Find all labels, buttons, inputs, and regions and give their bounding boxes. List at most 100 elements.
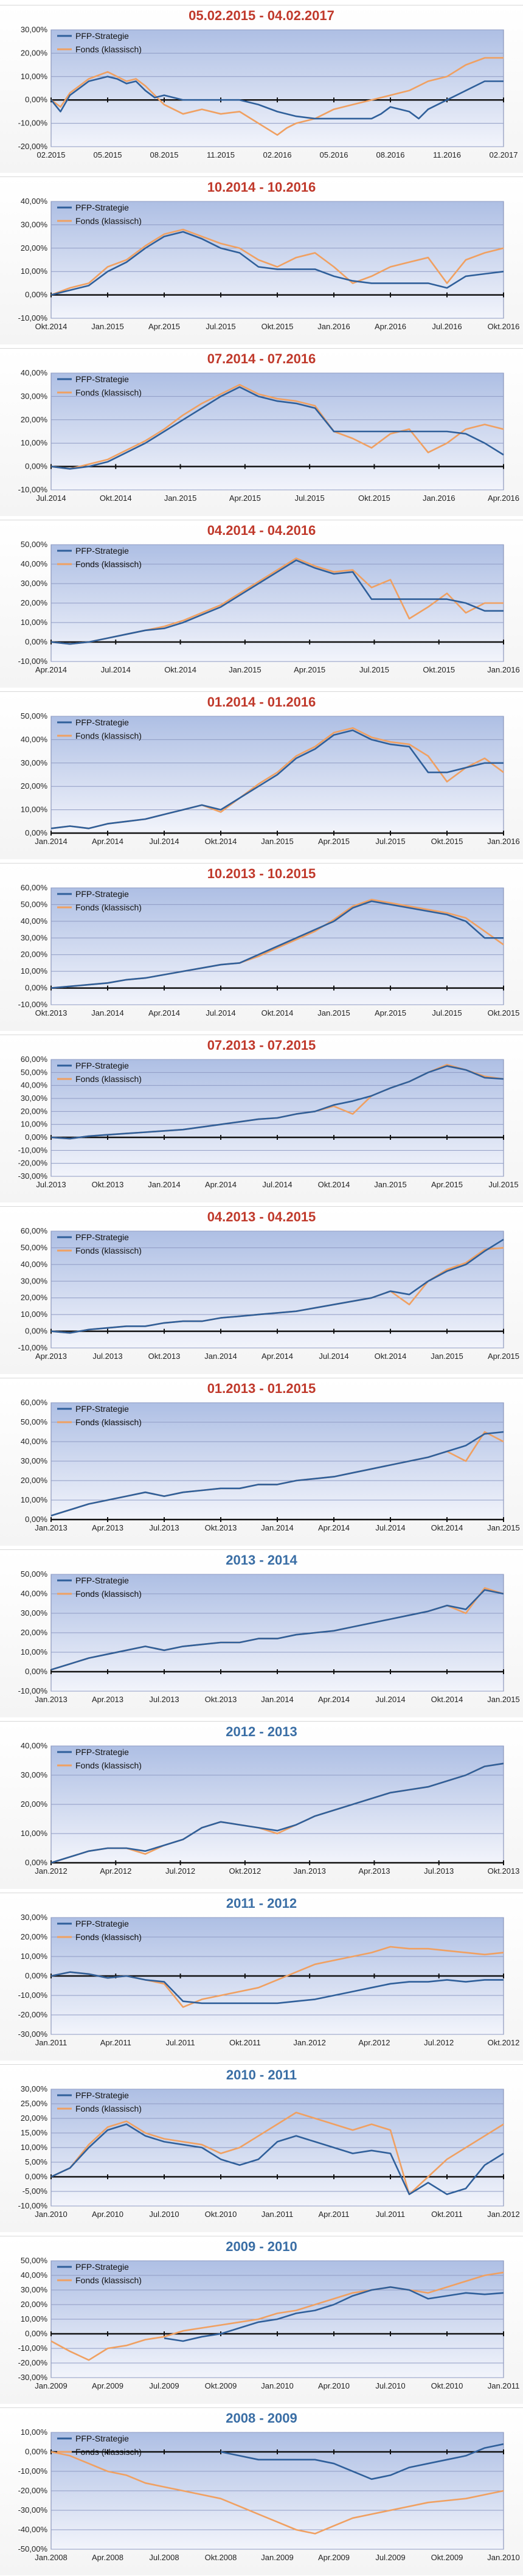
- y-tick-label: 10,00%: [21, 1647, 48, 1656]
- x-tick-label: Jul.2013: [92, 1352, 122, 1361]
- chart-title: 01.2014 - 01.2016: [207, 694, 316, 710]
- x-tick-label: Apr.2013: [92, 1523, 123, 1532]
- legend: PFP-Strategie Fonds (klassisch): [57, 1576, 142, 1599]
- y-tick-label: -30,00%: [18, 2505, 48, 2515]
- y-tick-label: 10,00%: [21, 72, 48, 81]
- y-tick-label: 20,00%: [21, 2114, 48, 2123]
- x-tick-label: Jul.2014: [319, 1352, 348, 1361]
- y-tick-label: 0,00%: [25, 637, 47, 646]
- series-line-strategy: [50, 2123, 504, 2196]
- chart-svg: 10,00% 0,00% -10,00% -20,00% -30,00% -40,00% -…: [18, 2428, 520, 2562]
- x-tick-label: Jan.2014: [261, 1695, 294, 1704]
- y-tick-label: 0,00%: [25, 1858, 47, 1867]
- x-tick-label: Okt.2014: [318, 1180, 350, 1189]
- chart-panel: 07.2014 - 07.2016 40,00% 30,00% 20,00% 10,00…: [0, 348, 523, 516]
- legend-label: PFP-Strategie: [75, 889, 129, 899]
- y-tick-label: 10,00%: [21, 2143, 48, 2152]
- chart-svg: 60,00% 50,00% 40,00% 30,00% 20,00% 10,00% 0,00…: [18, 1055, 519, 1189]
- y-tick-label: 20,00%: [21, 950, 48, 959]
- x-tick-label: Apr.2011: [100, 2038, 131, 2047]
- y-tick-label: 50,00%: [21, 1067, 48, 1077]
- chart-svg: 50,00%40,00%30,00%20,00%10,00%0,00%Jan.2…: [21, 711, 520, 846]
- legend-label: PFP-Strategie: [75, 374, 129, 384]
- y-tick-label: 0,00%: [25, 1971, 47, 1980]
- y-tick-label: 20,00%: [21, 1799, 48, 1809]
- x-tick-label: Apr.2008: [92, 2553, 123, 2562]
- x-tick-label: Okt.2010: [431, 2381, 463, 2390]
- plot-area: [50, 1230, 504, 1349]
- legend-label: Fonds (klassisch): [75, 2275, 142, 2285]
- chart-title: 05.02.2015 - 04.02.2017: [189, 8, 334, 23]
- y-tick-label: 0,00%: [25, 1515, 47, 1524]
- legend: PFP-Strategie Fonds (klassisch): [57, 203, 142, 226]
- legend-label: PFP-Strategie: [75, 203, 129, 212]
- x-tick-label: Apr.2015: [488, 1352, 519, 1361]
- y-tick-label: -40,00%: [18, 2525, 48, 2534]
- x-tick-label: Jan.2015: [91, 322, 124, 331]
- y-tick-label: 40,00%: [21, 735, 48, 744]
- x-tick-label: Jul.2012: [424, 2038, 454, 2047]
- chart-title: 2009 - 2010: [226, 2239, 297, 2254]
- x-tick-label: Okt.2015: [358, 494, 390, 503]
- series-line-strategy: [50, 559, 504, 645]
- legend-label: Fonds (klassisch): [75, 1932, 142, 1942]
- chart-title: 07.2013 - 07.2015: [207, 1038, 316, 1053]
- x-tick-label: Jul.2009: [149, 2381, 179, 2390]
- y-tick-label: -10,00%: [18, 1991, 48, 2000]
- y-tick-label: 30,00%: [21, 933, 48, 942]
- legend: PFP-Strategie Fonds (klassisch): [57, 1747, 142, 1770]
- x-tick-label: Apr.2015: [294, 665, 325, 674]
- x-tick-label: Jul.2015: [359, 665, 389, 674]
- legend: PFP-Strategie Fonds (klassisch): [57, 2090, 142, 2114]
- x-tick-label: Okt.2014: [205, 837, 237, 846]
- y-tick-label: 0,00%: [25, 2329, 47, 2338]
- legend-label: PFP-Strategie: [75, 1576, 129, 1585]
- x-tick-label: Okt.2013: [205, 1695, 237, 1704]
- legend: PFP-Strategie Fonds (klassisch): [57, 889, 142, 912]
- x-tick-label: Jan.2016: [487, 665, 520, 674]
- series-line-strategy: [164, 2286, 504, 2342]
- chart-svg: 60,00% 50,00% 40,00% 30,00% 20,00% 10,00% 0,00…: [21, 1398, 520, 1532]
- y-tick-label: 60,00%: [21, 1398, 48, 1407]
- x-tick-label: Okt.2013: [148, 1352, 181, 1361]
- y-tick-label: -30,00%: [18, 1171, 48, 1181]
- chart-svg: 50,00% 40,00% 30,00% 20,00% 10,00% 0,00% -10,0…: [18, 2256, 520, 2390]
- x-tick-label: Jan.2011: [488, 2381, 520, 2390]
- y-tick-label: 30,00%: [21, 1770, 48, 1779]
- legend-label: Fonds (klassisch): [75, 1074, 142, 1084]
- x-tick-label: Jan.2016: [487, 837, 520, 846]
- legend: PFP-Strategie Fonds (klassisch): [57, 1061, 142, 1084]
- x-tick-label: Jan.2016: [423, 494, 455, 503]
- legend-label: Fonds (klassisch): [75, 902, 142, 912]
- y-tick-label: 30,00%: [21, 1094, 48, 1103]
- x-tick-label: 02.2015: [37, 150, 66, 159]
- y-tick-label: 40,00%: [21, 559, 48, 568]
- legend: PFP-Strategie Fonds (klassisch): [57, 1404, 142, 1427]
- x-tick-label: Okt.2013: [35, 1008, 68, 1017]
- series-line-strategy: [50, 1762, 504, 1864]
- x-tick-label: Apr.2010: [318, 2381, 350, 2390]
- legend-label: Fonds (klassisch): [75, 1246, 142, 1255]
- x-tick-label: Apr.2013: [92, 1695, 123, 1704]
- y-tick-label: 10,00%: [21, 1952, 48, 1961]
- y-tick-label: -10,00%: [18, 1145, 48, 1154]
- y-tick-label: 20,00%: [21, 781, 48, 791]
- series-line-fund: [50, 57, 504, 136]
- series-line-strategy: [50, 900, 504, 989]
- x-tick-label: Jul.2008: [149, 2553, 179, 2562]
- legend-label: Fonds (klassisch): [75, 731, 142, 741]
- x-tick-label: Jul.2014: [149, 837, 179, 846]
- legend-label: PFP-Strategie: [75, 1404, 129, 1414]
- x-tick-label: Apr.2015: [375, 1008, 406, 1017]
- x-tick-label: Okt.2008: [205, 2553, 237, 2562]
- x-tick-label: Apr.2013: [358, 1866, 390, 1876]
- chart-panel: 01.2014 - 01.2016 50,00% 40,00% 30,00% 20,00…: [0, 691, 523, 859]
- x-tick-label: Jan.2015: [487, 1523, 520, 1532]
- legend-label: Fonds (klassisch): [75, 388, 142, 397]
- x-tick-label: Jan.2010: [487, 2553, 520, 2562]
- series-line-strategy: [50, 75, 504, 120]
- chart-panel: 05.02.2015 - 04.02.2017 30,00% 20,00% 10,00…: [0, 5, 523, 173]
- chart-panel: 2009 - 2010 50,00% 40,00% 30,00% 20,00% 10,00…: [0, 2236, 523, 2404]
- x-tick-label: 05.2015: [94, 150, 122, 159]
- legend-label: PFP-Strategie: [75, 546, 129, 556]
